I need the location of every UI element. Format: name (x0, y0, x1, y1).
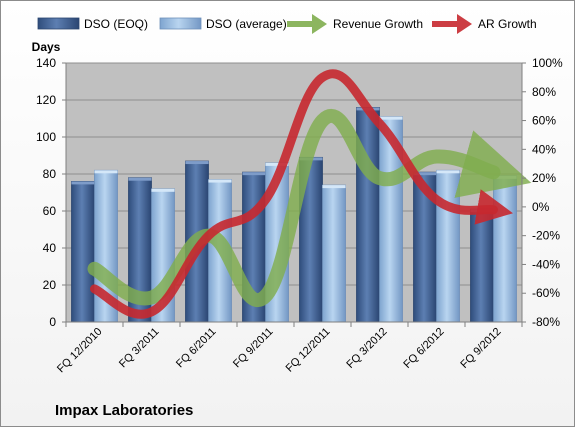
bar-dso-average (322, 184, 346, 323)
y2-tick-label: 80% (532, 85, 556, 99)
bar-top-highlight (242, 172, 266, 176)
bar-top-highlight (71, 181, 95, 185)
legend-swatch (37, 17, 80, 30)
bar-dso-eoq (470, 208, 494, 323)
legend-arrow-icon (287, 14, 327, 34)
legend-arrow-icon (432, 14, 472, 34)
bar-dso-average (493, 175, 517, 323)
bar-top-highlight (94, 170, 118, 174)
legend-label: DSO (average) (206, 17, 287, 31)
legend-label: Revenue Growth (333, 17, 423, 31)
bar-top-highlight (185, 161, 209, 165)
legend-item-revenue-growth: Revenue Growth (287, 14, 423, 34)
y-tick-label: 20 (43, 278, 57, 292)
y2-tick-label: -40% (532, 257, 560, 271)
y-tick-label: 100 (36, 130, 56, 144)
growth-lines (87, 69, 532, 319)
legend-item-ar-growth: AR Growth (432, 14, 537, 34)
y-tick-label: 140 (36, 56, 56, 70)
y2-tick-label: 60% (532, 114, 556, 128)
y2-tick-label: -80% (532, 315, 560, 329)
legend: DSO (EOQ) DSO (average) Revenue Growth AR G… (37, 14, 537, 34)
bar-top-highlight (436, 170, 460, 174)
y2-tick-label: 40% (532, 142, 556, 156)
y2-tick-label: 100% (532, 56, 563, 70)
bar-top-highlight (413, 172, 437, 176)
bar-dso-average (436, 169, 460, 323)
legend-item-dso-eoq: DSO (EOQ) (37, 17, 148, 31)
y-tick-label: 60 (43, 204, 57, 218)
y-tick-label: 40 (43, 241, 57, 255)
bar-top-highlight (379, 116, 403, 120)
line-ar-growth (90, 69, 514, 319)
y-tick-labels-right: -80% -60% -40% -20% 0% 20% 40% 60% 80% 100% (522, 56, 563, 329)
bars (71, 107, 517, 323)
bar-dso-eoq (356, 107, 380, 323)
bar-top-highlight (265, 162, 289, 166)
y2-tick-label: 20% (532, 171, 556, 185)
bar-top-highlight (322, 185, 346, 189)
legend-swatch (159, 17, 202, 30)
bar-top-highlight (128, 177, 152, 181)
legend-label: DSO (EOQ) (84, 17, 148, 31)
y2-tick-label: -20% (532, 229, 560, 243)
legend-item-dso-average: DSO (average) (159, 17, 287, 31)
y-axis-label: Days (32, 40, 61, 54)
bar-dso-eoq (71, 180, 95, 323)
chart-title: Impax Laboratories (55, 402, 193, 419)
legend-label: AR Growth (478, 17, 537, 31)
bar-top-highlight (151, 188, 175, 192)
y-tick-label: 120 (36, 93, 56, 107)
y-tick-label: 0 (49, 315, 56, 329)
y2-tick-label: -60% (532, 286, 560, 300)
bar-top-highlight (208, 179, 232, 183)
y-tick-labels-left: 0 20 40 60 80 100 120 140 (36, 56, 66, 329)
y-tick-label: 80 (43, 167, 57, 181)
y2-tick-label: 0% (532, 200, 550, 214)
